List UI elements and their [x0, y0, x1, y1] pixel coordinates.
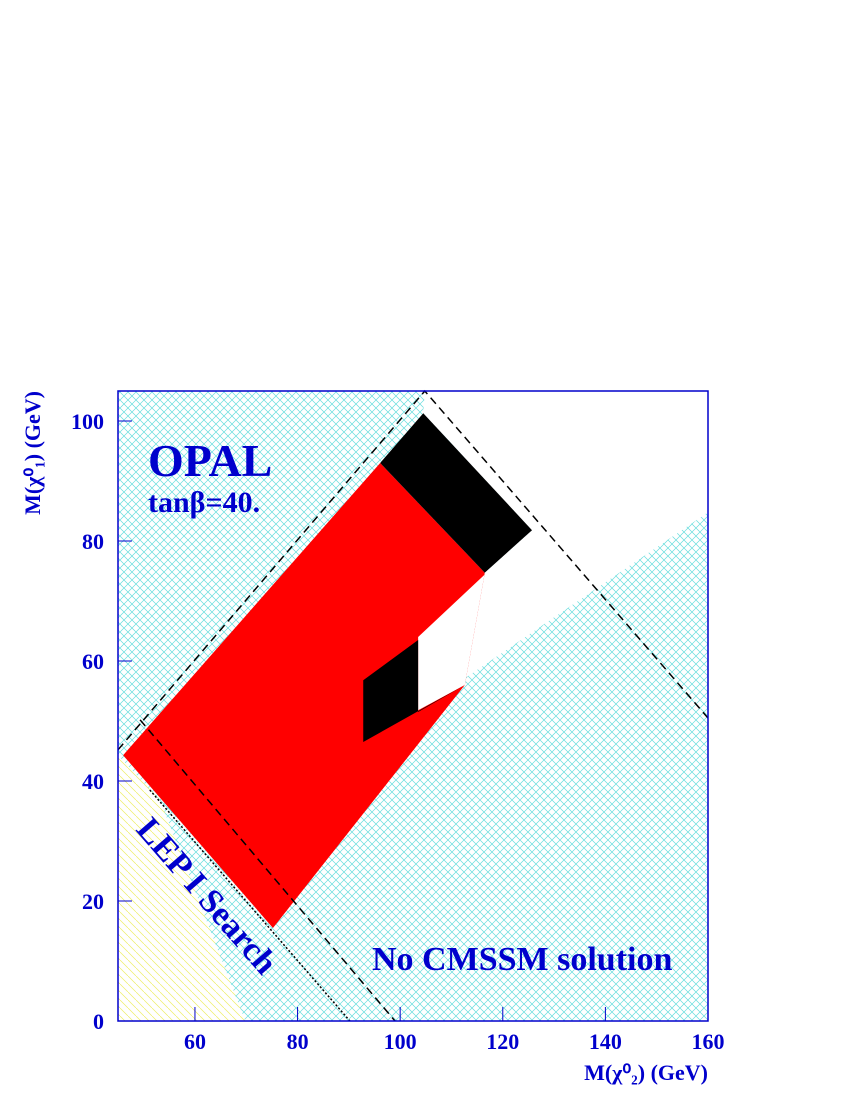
x-tick-label: 80 [287, 1029, 309, 1054]
y-tick-label: 40 [82, 769, 104, 794]
y-tick-label: 100 [71, 409, 104, 434]
x-tick-label: 100 [384, 1029, 417, 1054]
x-tick-label: 120 [486, 1029, 519, 1054]
boundary-line [149, 789, 351, 1022]
annotation: tanβ=40. [148, 486, 260, 519]
x-tick-label: 140 [589, 1029, 622, 1054]
boundary-line [139, 719, 396, 1022]
region [118, 755, 246, 1021]
region [380, 413, 533, 573]
region [123, 463, 485, 928]
y-axis-label: M(χ⁰₁) (GeV) [20, 391, 45, 515]
y-tick-label: 20 [82, 889, 104, 914]
region [418, 530, 533, 711]
region [363, 640, 465, 742]
y-tick-label: 0 [93, 1009, 104, 1034]
plot-frame [117, 390, 709, 1022]
annotation: No CMSSM solution [372, 941, 672, 978]
x-axis-label: M(χ⁰₂) (GeV) [584, 1060, 708, 1085]
y-tick-label: 80 [82, 529, 104, 554]
x-tick-label: 60 [184, 1029, 206, 1054]
x-tick-label: 160 [692, 1029, 725, 1054]
annotation: OPAL [148, 435, 272, 486]
y-tick-label: 60 [82, 649, 104, 674]
